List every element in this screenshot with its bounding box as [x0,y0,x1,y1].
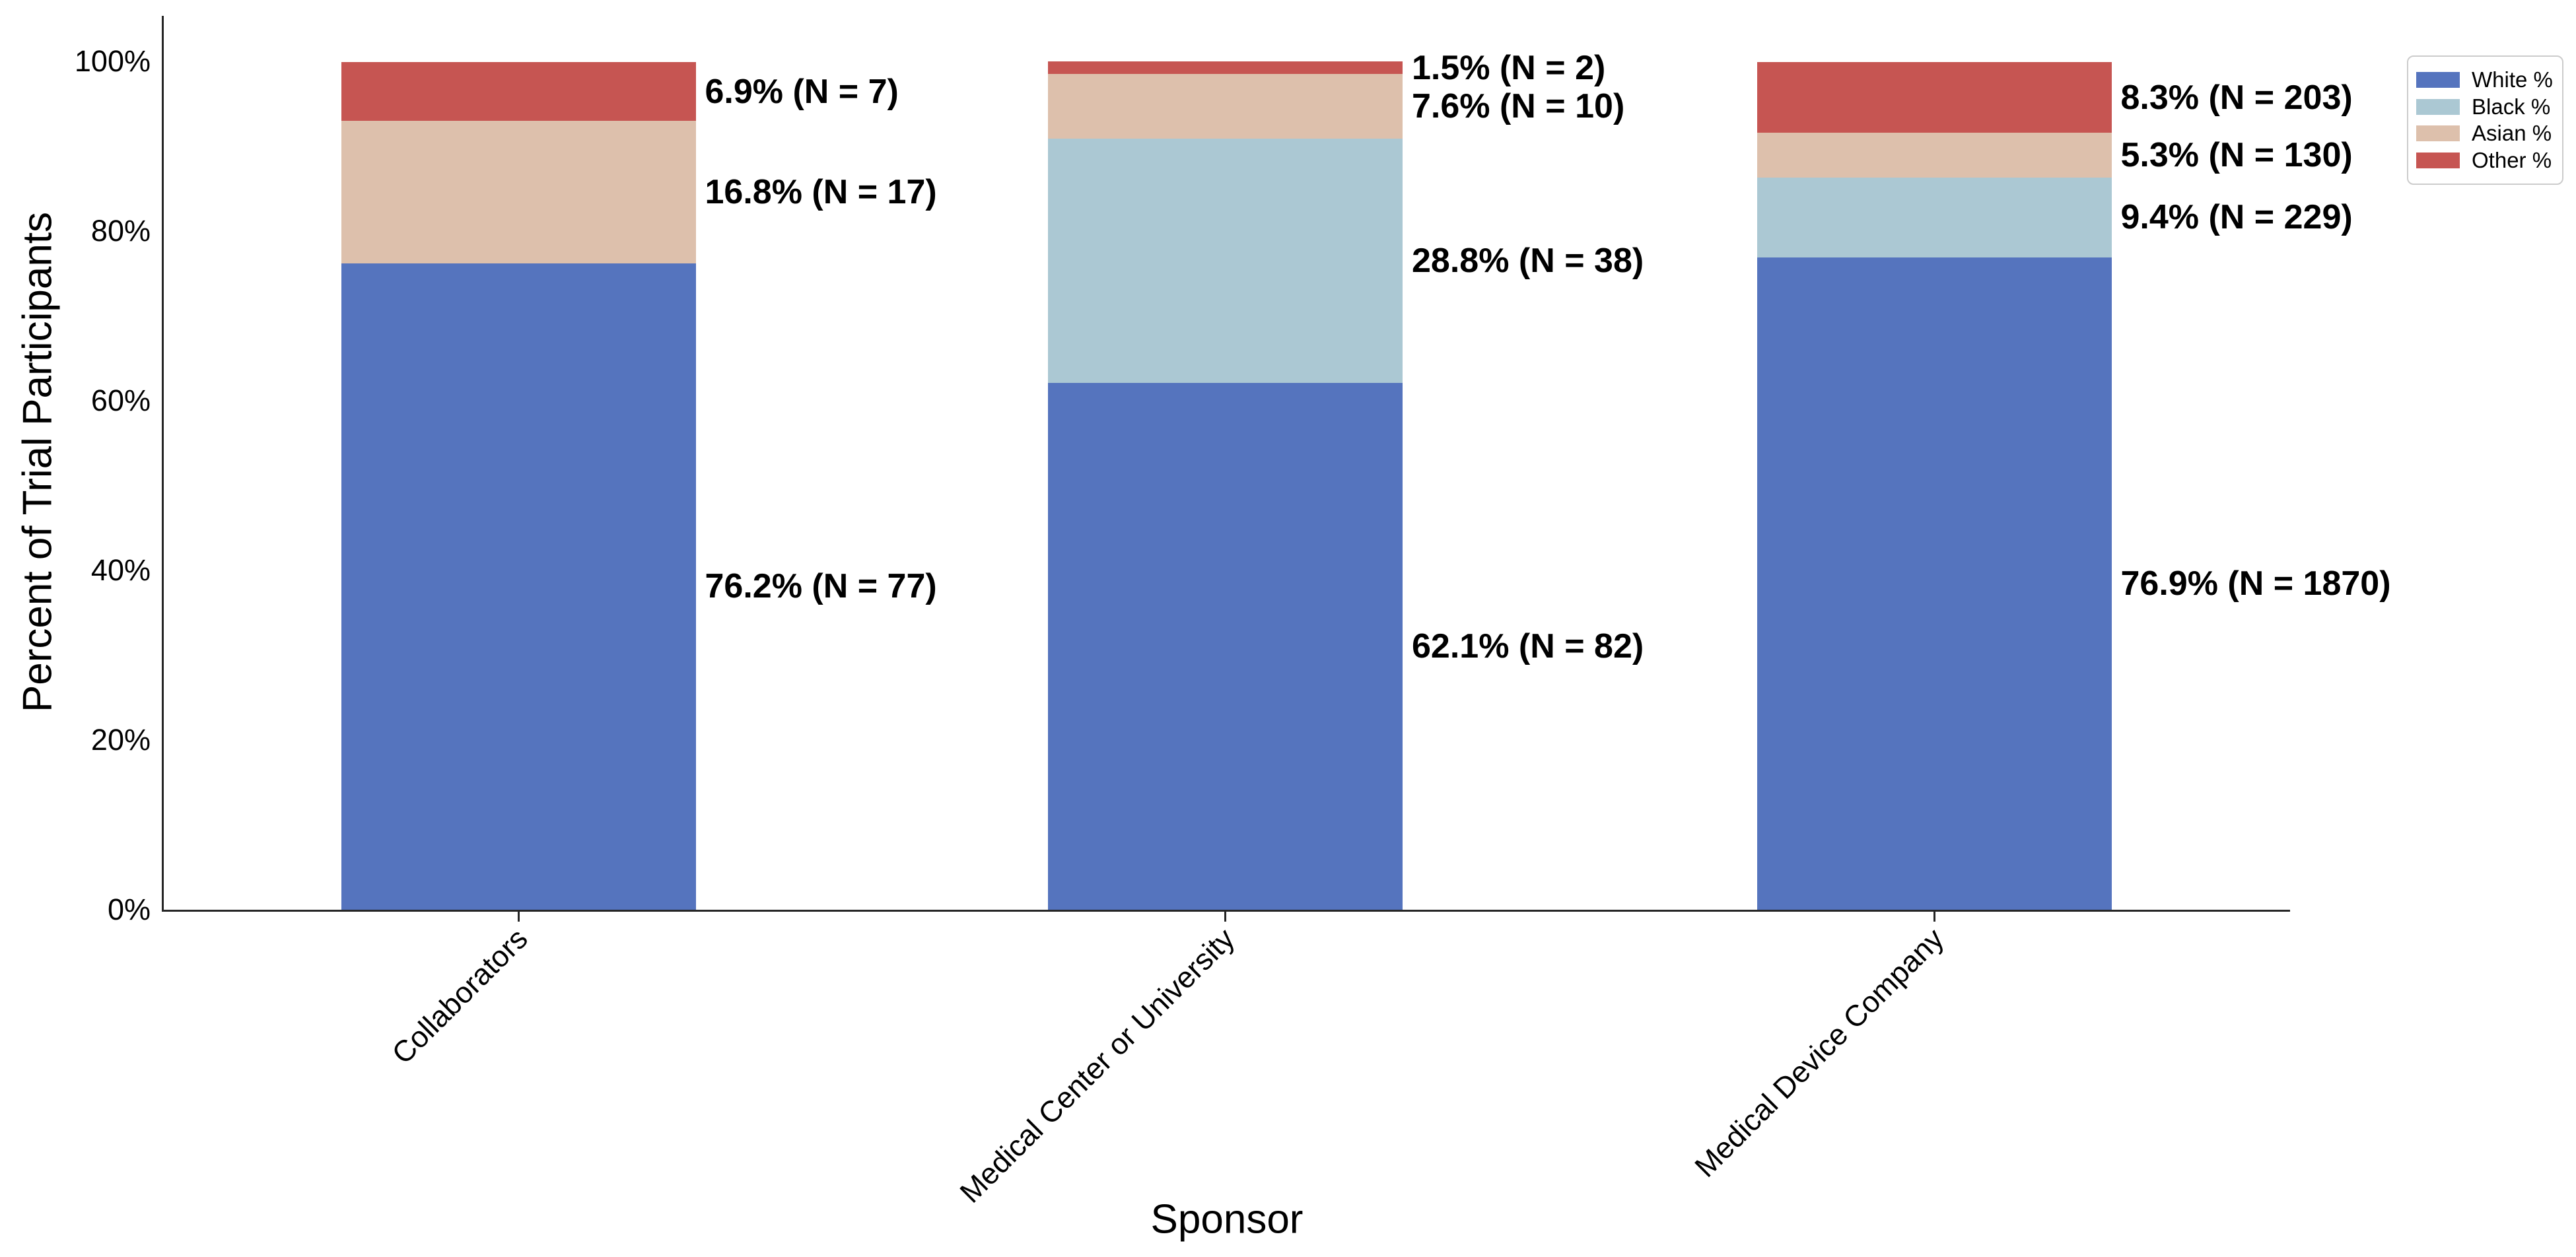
x-tick-label-collaborators: Collaborators [385,922,535,1071]
bar-segment-medical-device-company-other [1757,62,2112,133]
y-axis-line [162,16,164,911]
x-axis-title: Sponsor [1150,1196,1304,1242]
bar-segment-medical-center-or-university-other [1048,61,1403,75]
y-tick-label-40: 40% [90,553,151,587]
data-label-medical-device-company-other: 8.3% (N = 203) [2120,78,2353,117]
x-tick-mark-medical-device-company [1933,912,1935,922]
y-tick-label-0: 0% [107,893,151,926]
x-tick-mark-collaborators [517,912,520,922]
y-axis-title: Percent of Trial Participants [15,211,61,713]
data-label-medical-device-company-black: 9.4% (N = 229) [2120,198,2353,237]
data-label-collaborators-asian: 16.8% (N = 17) [705,172,937,211]
legend-item-other: Other % [2416,148,2553,173]
bar-segment-medical-center-or-university-black [1048,138,1403,383]
bar-segment-medical-center-or-university-asian [1048,74,1403,139]
data-label-medical-device-company-white: 76.9% (N = 1870) [2120,564,2391,603]
legend-item-black: Black % [2416,94,2553,119]
data-label-collaborators-other: 6.9% (N = 7) [705,72,899,111]
legend-item-white: White % [2416,67,2553,92]
bar-segment-medical-center-or-university-white [1048,383,1403,910]
legend-swatch-white [2416,72,2460,88]
legend-item-asian: Asian % [2416,121,2553,146]
data-label-medical-center-or-university-white: 62.1% (N = 82) [1412,627,1644,665]
x-axis-line [162,910,2290,912]
data-label-medical-device-company-asian: 5.3% (N = 130) [2120,135,2353,174]
bar-segment-collaborators-white [341,263,696,910]
x-tick-label-medical-center-or-university: Medical Center or University [953,922,1241,1209]
bar-segment-medical-device-company-white [1757,257,2112,910]
legend-label-black: Black % [2472,94,2551,119]
legend-label-asian: Asian % [2472,121,2552,146]
bar-segment-medical-device-company-asian [1757,132,2112,178]
y-tick-label-100: 100% [74,44,151,78]
x-tick-label-medical-device-company: Medical Device Company [1688,922,1951,1184]
legend-label-white: White % [2472,67,2553,92]
data-label-medical-center-or-university-black: 28.8% (N = 38) [1412,241,1644,280]
y-tick-label-20: 20% [90,723,151,757]
legend-swatch-asian [2416,125,2460,142]
y-tick-label-80: 80% [90,214,151,248]
data-label-medical-center-or-university-asian: 7.6% (N = 10) [1412,87,1625,126]
y-tick-label-60: 60% [90,384,151,417]
data-label-collaborators-white: 76.2% (N = 77) [705,567,937,606]
legend: White % Black % Asian % Other % [2407,55,2563,185]
bar-segment-medical-device-company-black [1757,178,2112,257]
legend-swatch-other [2416,152,2460,168]
legend-swatch-black [2416,98,2460,115]
x-tick-mark-medical-center-or-university [1224,912,1226,922]
legend-label-other: Other % [2472,147,2552,172]
bar-segment-collaborators-asian [341,120,696,263]
bar-segment-collaborators-other [341,62,696,121]
data-label-medical-center-or-university-other: 1.5% (N = 2) [1412,48,1606,87]
